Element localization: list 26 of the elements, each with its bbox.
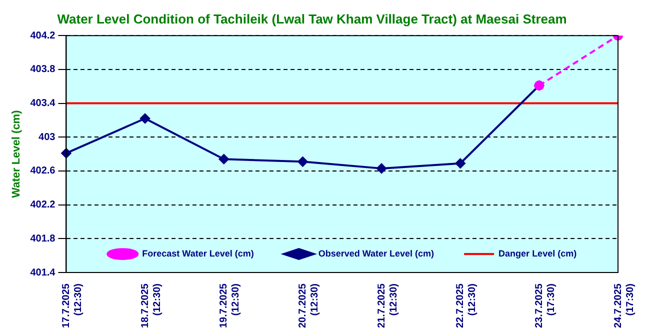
point: [218, 154, 229, 164]
x-tick-label: 21.7.2025 (12:30): [376, 283, 400, 328]
y-tick-label: 403.8: [30, 64, 56, 76]
point: [376, 163, 387, 174]
legend-label: Forecast Water Level (cm): [142, 248, 254, 258]
y-tick-label: 402.6: [30, 166, 56, 177]
y-tick-label: 404.2: [30, 30, 56, 42]
point: [140, 114, 150, 124]
point: [298, 156, 308, 167]
x-tick-label: 23.7.2025 (17:30): [534, 283, 557, 328]
x-tick-label: 17.7.2025 (12:30): [60, 283, 84, 328]
y-tick-label: 403.4: [30, 98, 56, 110]
y-axis-title: Water Level (cm): [10, 110, 23, 198]
x-tick-label: 24.7.2025 (17:30): [612, 283, 636, 328]
y-tick-label: 401.4: [30, 267, 56, 278]
point: [455, 158, 466, 168]
x-tick-label: 18.7.2025 (12:30): [140, 283, 163, 328]
x-tick-label: 22.7.2025 (12:30): [455, 283, 478, 328]
legend-label: Observed Water Level (cm): [318, 248, 434, 258]
y-tick-label: 402.2: [30, 200, 56, 211]
y-tick-label: 401.8: [30, 233, 56, 244]
chart-title: Water Level Condition of Tachileik (Lwal Taw Kham Village Tract) at Maesai Stream: [57, 11, 567, 26]
legend-label: Danger Level (cm): [498, 248, 577, 258]
y-tick-label: 403: [38, 132, 56, 143]
x-tick-label: 19.7.2025 (12:30): [218, 283, 242, 328]
x-tick-label: 20.7.2025 (12:30): [297, 283, 320, 328]
